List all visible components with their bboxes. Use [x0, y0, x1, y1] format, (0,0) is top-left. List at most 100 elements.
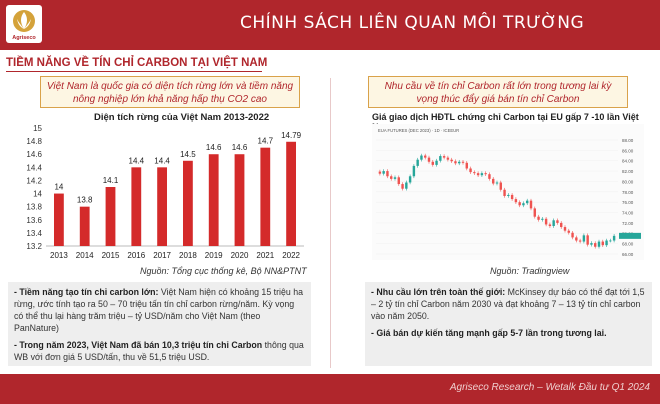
candle-body — [544, 218, 548, 225]
bar-value-label: 14 — [54, 183, 63, 192]
candle-body — [518, 202, 521, 206]
bar-2015 — [105, 187, 116, 246]
price-axis-label: 88.00 — [622, 138, 634, 143]
y-tick-label: 13.2 — [26, 242, 42, 251]
left-source-note: Nguồn: Tổng cục thống kê, Bộ NN&PTNT — [140, 266, 307, 276]
candle-body — [442, 156, 446, 158]
bar-value-label: 14.6 — [206, 143, 222, 152]
bar-2020 — [234, 154, 245, 246]
header-bar: Agriseco CHÍNH SÁCH LIÊN QUAN MÔI TRƯỜNG — [0, 0, 660, 50]
price-axis-label: 76.00 — [622, 200, 634, 205]
price-axis-label: 68.00 — [622, 242, 634, 247]
candle-body — [586, 235, 589, 245]
candle-body — [609, 240, 612, 242]
last-price-marker — [619, 232, 641, 239]
eua-futures-chart: EUA FUTURES (DEC 2023) · 1D · ICEEUR 88.0… — [376, 128, 641, 257]
x-tick-label: 2016 — [127, 251, 145, 260]
section-title: TIỀM NĂNG VỀ TÍN CHỈ CARBON TẠI VIỆT NAM — [6, 57, 268, 69]
candle-body — [533, 208, 536, 217]
bar-value-label: 14.6 — [232, 143, 248, 152]
candle-body — [473, 172, 476, 174]
candle-body — [522, 203, 525, 206]
right-source-note: Nguồn: Tradingview — [490, 266, 570, 276]
price-axis-label: 82.00 — [622, 169, 634, 174]
left-bullet-1-text: Việt Nam hiện có khoảng 15 triệu ha rừng… — [14, 287, 303, 333]
bar-2019 — [208, 154, 219, 246]
candle-body — [405, 182, 408, 189]
footer-bar: Agriseco Research – Wetalk Đầu tư Q1 202… — [0, 374, 660, 404]
candle-body — [382, 171, 385, 174]
left-bullet-2: - Trong năm 2023, Việt Nam đã bán 10,3 t… — [14, 339, 305, 363]
candle-body — [499, 182, 502, 190]
right-bullet-2-bold: - Giá bán dự kiến tăng mạnh gấp 5-7 lần … — [371, 328, 607, 338]
bar-value-label: 14.5 — [180, 150, 196, 159]
candle-body — [503, 189, 506, 196]
column-divider — [330, 78, 331, 368]
forest-area-bar-chart: 13.2 13.4 13.6 13.8 14 14.2 14.4 14.6 14.8 15 14 20… — [26, 124, 304, 260]
candle-body — [484, 173, 487, 175]
candle-body — [507, 194, 510, 196]
candle-body — [465, 162, 468, 169]
right-bullet-2: - Giá bán dự kiến tăng mạnh gấp 5-7 lần … — [371, 327, 646, 339]
price-axis-label: 84.00 — [622, 159, 634, 164]
trading-chart-panel: EUA FUTURES (DEC 2023) · 1D · ICEEUR 88.0… — [372, 124, 644, 260]
candle-body — [590, 243, 593, 245]
candle-body — [612, 235, 616, 241]
candle-body — [469, 168, 472, 173]
chart-symbol-header: EUA FUTURES (DEC 2023) · 1D · ICEEUR — [378, 128, 459, 133]
y-tick-label: 13.8 — [26, 203, 42, 212]
candle-body — [431, 161, 434, 165]
x-tick-label: 2020 — [231, 251, 249, 260]
price-axis-label: 86.00 — [622, 148, 634, 153]
candle-body — [488, 174, 491, 179]
candle-body — [605, 240, 608, 246]
price-axis-label: 80.00 — [622, 179, 634, 184]
candle-body — [450, 159, 453, 162]
y-tick-label: 14.2 — [26, 176, 42, 185]
bar-2017 — [157, 167, 168, 246]
footer-credit: Agriseco Research – Wetalk Đầu tư Q1 202… — [449, 382, 650, 393]
bar-value-label: 14.7 — [258, 137, 274, 146]
y-tick-label: 14.8 — [26, 137, 42, 146]
y-tick-label: 13.6 — [26, 216, 42, 225]
candle-body — [578, 240, 582, 242]
candle-body — [420, 155, 423, 160]
left-bullet-2-bold: - Trong năm 2023, Việt Nam đã bán 10,3 t… — [14, 340, 263, 350]
left-bullet-1: - Tiềm năng tạo tín chỉ carbon lớn: Việt… — [14, 286, 305, 334]
candle-body — [575, 237, 578, 241]
candle-body — [567, 230, 570, 233]
price-axis-label: 78.00 — [622, 190, 634, 195]
right-bullet-1-bold: - Nhu cầu lớn trên toàn thế giới: — [371, 287, 506, 297]
candle-body — [480, 173, 484, 176]
x-tick-label: 2021 — [256, 251, 274, 260]
candle-body — [454, 161, 457, 164]
right-highlight-box: Nhu cầu về tín chỉ Carbon rất lớn trong … — [368, 76, 628, 108]
candle-body — [427, 157, 431, 162]
right-bullet-panel: - Nhu cầu lớn trên toàn thế giới: McKins… — [365, 282, 652, 366]
candle-body — [541, 218, 544, 220]
candle-body — [548, 224, 552, 227]
candle-body — [556, 220, 559, 223]
candle-body — [446, 157, 450, 160]
candle-body — [582, 235, 586, 242]
candle-body — [526, 200, 529, 204]
candle-body — [435, 160, 438, 165]
x-tick-label: 2015 — [102, 251, 120, 260]
y-tick-label: 14.6 — [26, 150, 42, 159]
x-tick-label: 2018 — [179, 251, 197, 260]
bar-value-label: 14.4 — [129, 156, 145, 165]
x-tick-label: 2013 — [50, 251, 68, 260]
x-tick-label: 2022 — [282, 251, 300, 260]
candle-body — [378, 171, 382, 174]
bar-chart-title: Diện tích rừng của Việt Nam 2013-2022 — [94, 112, 270, 123]
bar-2021 — [260, 147, 271, 246]
candle-body — [560, 222, 563, 228]
candle-body — [401, 184, 404, 189]
price-axis-label: 74.00 — [622, 211, 634, 216]
candle-body — [495, 182, 499, 184]
candle-body — [412, 165, 416, 177]
x-tick-label: 2019 — [205, 251, 223, 260]
bar-value-label: 13.8 — [77, 196, 93, 205]
candle-body — [397, 177, 400, 185]
candle-body — [601, 241, 604, 246]
